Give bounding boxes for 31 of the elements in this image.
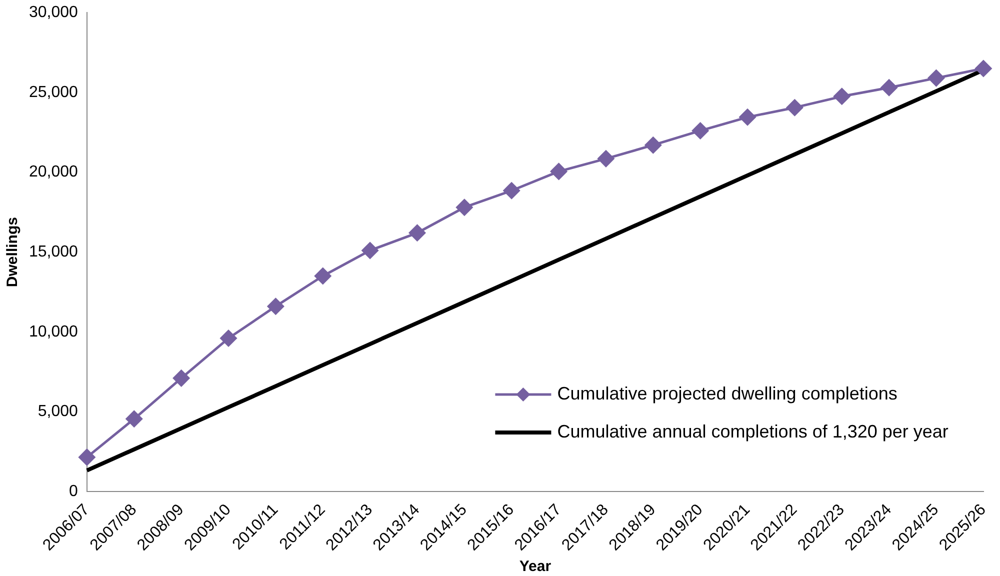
- y-tick-label: 10,000: [29, 323, 78, 340]
- point: [456, 199, 473, 216]
- point: [975, 60, 992, 77]
- point: [692, 122, 709, 139]
- point: [550, 163, 568, 180]
- y-tick-label: 25,000: [29, 84, 78, 101]
- point: [78, 448, 96, 466]
- point: [173, 370, 190, 386]
- point: [834, 88, 850, 105]
- point: [644, 136, 662, 154]
- point: [362, 242, 378, 259]
- point: [880, 79, 898, 96]
- point: [314, 268, 332, 284]
- point: [503, 182, 520, 199]
- y-tick-label: 15,000: [29, 243, 78, 260]
- x-axis-title: Year: [519, 558, 552, 576]
- point: [786, 99, 803, 116]
- point: [408, 224, 426, 242]
- point: [598, 150, 614, 167]
- y-tick-label: 5,000: [38, 403, 78, 420]
- legend-label: Cumulative annual completions of 1,320 per year: [557, 421, 948, 442]
- point: [267, 298, 284, 315]
- point: [126, 410, 142, 428]
- y-tick-label: 0: [69, 482, 78, 500]
- y-tick-label: 20,000: [29, 164, 78, 181]
- legend-label: Cumulative projected dwelling completions: [557, 383, 898, 404]
- y-tick-label: 30,000: [29, 4, 78, 22]
- point: [220, 330, 237, 347]
- y-axis-title: Dwellings: [4, 217, 22, 288]
- point: [739, 108, 756, 126]
- point: [928, 70, 944, 86]
